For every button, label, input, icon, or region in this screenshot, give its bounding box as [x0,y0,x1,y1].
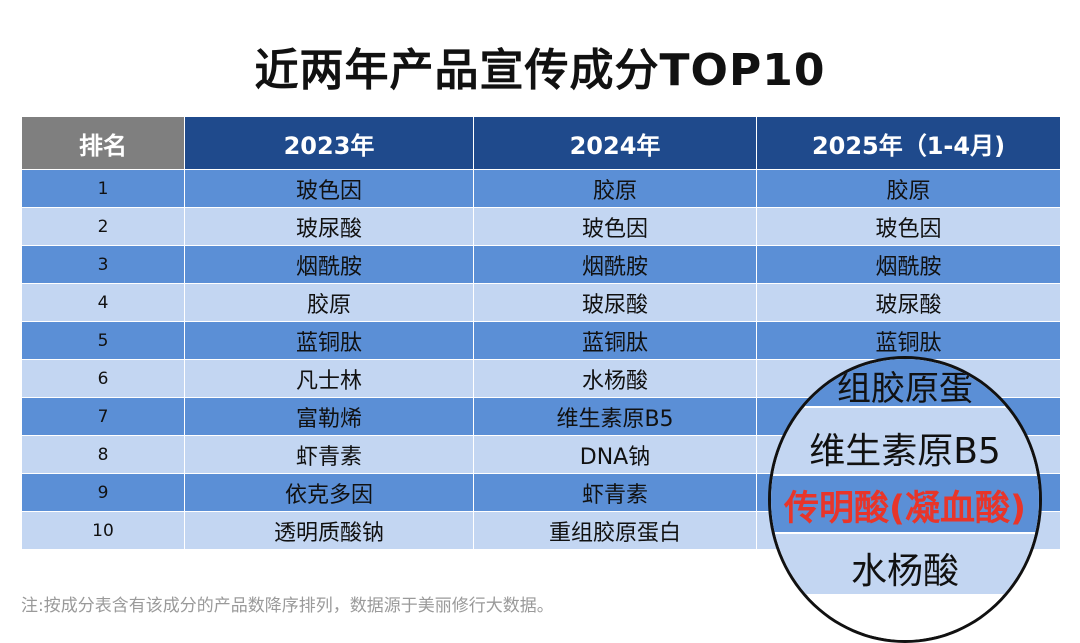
table-row: 4 胶原 玻尿酸 玻尿酸 [21,283,1061,322]
ingredient-2023-cell: 玻尿酸 [184,207,474,246]
header-rank: 排名 [21,116,185,170]
rank-cell: 6 [21,359,185,398]
ingredient-2024-cell: 虾青素 [473,473,757,512]
ingredient-2024-cell: 维生素原B5 [473,397,757,436]
ingredient-2023-cell: 凡士林 [184,359,474,398]
ingredient-2024-cell: DNA钠 [473,435,757,474]
rank-cell: 3 [21,245,185,284]
magnifier-row: 组胶原蛋 [771,359,1039,409]
ingredient-2023-cell: 蓝铜肽 [184,321,474,360]
table-row: 2 玻尿酸 玻色因 玻色因 [21,207,1061,246]
footnote: 注:按成分表含有该成分的产品数降序排列，数据源于美丽修行大数据。 [21,596,554,616]
rank-cell: 8 [21,435,185,474]
ingredient-2023-cell: 依克多因 [184,473,474,512]
rank-cell: 10 [21,511,185,550]
rank-cell: 4 [21,283,185,322]
ingredient-2024-cell: 水杨酸 [473,359,757,398]
ingredient-2023-cell: 虾青素 [184,435,474,474]
magnifier-item: 组胶原蛋 [837,369,973,409]
ingredient-2024-cell: 胶原 [473,169,757,208]
ingredient-2024-cell: 蓝铜肽 [473,321,757,360]
rank-cell: 7 [21,397,185,436]
ingredient-2025-cell: 胶原 [756,169,1061,208]
magnifier-row-blank [771,596,1039,640]
header-2023: 2023年 [184,116,474,170]
ingredient-2025-cell: 蓝铜肽 [756,321,1061,360]
page-title: 近两年产品宣传成分TOP10 [254,45,826,96]
ingredient-2025-cell: 烟酰胺 [756,245,1061,284]
header-2025: 2025年（1-4月) [756,116,1061,170]
ingredient-2023-cell: 富勒烯 [184,397,474,436]
rank-cell: 2 [21,207,185,246]
ingredient-2024-cell: 重组胶原蛋白 [473,511,757,550]
ingredient-2024-cell: 玻色因 [473,207,757,246]
ingredient-2024-cell: 玻尿酸 [473,283,757,322]
ingredient-2023-cell: 玻色因 [184,169,474,208]
magnifier-item: 维生素原B5 [809,431,1001,472]
header-2024: 2024年 [473,116,757,170]
rank-cell: 9 [21,473,185,512]
magnifier-item-highlight: 传明酸(凝血酸) [784,489,1026,529]
magnifier-row: 水杨酸 [771,534,1039,594]
ingredient-2025-cell: 玻色因 [756,207,1061,246]
table-row: 3 烟酰胺 烟酰胺 烟酰胺 [21,245,1061,284]
table-row: 1 玻色因 胶原 胶原 [21,169,1061,208]
magnifier-callout: 组胶原蛋 维生素原B5 传明酸(凝血酸) 水杨酸 [768,356,1042,643]
table-header-row: 排名 2023年 2024年 2025年（1-4月) [21,116,1061,170]
magnifier-row-highlight: 传明酸(凝血酸) [771,476,1039,532]
ingredient-2023-cell: 烟酰胺 [184,245,474,284]
rank-cell: 5 [21,321,185,360]
ingredient-2024-cell: 烟酰胺 [473,245,757,284]
magnifier-item: 水杨酸 [850,551,959,592]
ingredient-2023-cell: 胶原 [184,283,474,322]
ingredient-2025-cell: 玻尿酸 [756,283,1061,322]
table-row: 5 蓝铜肽 蓝铜肽 蓝铜肽 [21,321,1061,360]
magnifier-row: 维生素原B5 [771,408,1039,474]
ingredient-2023-cell: 透明质酸钠 [184,511,474,550]
rank-cell: 1 [21,169,185,208]
